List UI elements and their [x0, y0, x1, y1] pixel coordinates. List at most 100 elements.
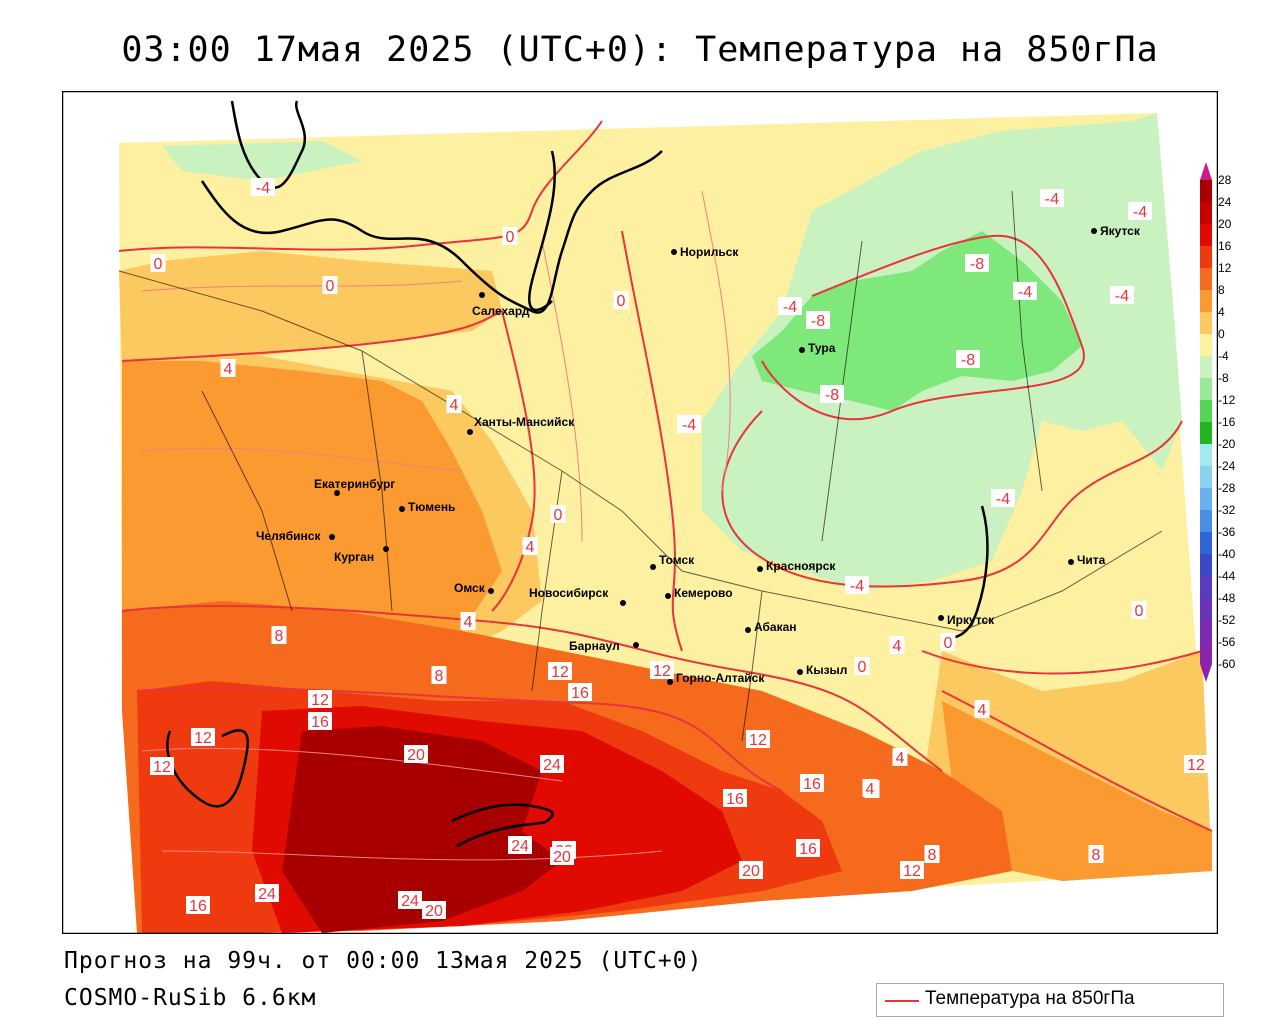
colorbar-tick-label: -56	[1218, 635, 1236, 649]
map-frame	[62, 91, 1218, 934]
svg-text:12: 12	[194, 730, 212, 747]
city-label: Тура	[808, 341, 836, 355]
city-label: Иркутск	[947, 613, 995, 627]
colorbar-swatch	[1200, 246, 1212, 268]
city-yakutsk: Якутск	[1091, 224, 1141, 238]
colorbar-swatch	[1200, 620, 1212, 642]
dot-marker	[667, 679, 673, 685]
city-label: Курган	[334, 550, 374, 564]
coastlines	[166, 100, 989, 848]
city-label: Томск	[659, 553, 695, 567]
zone-plus8	[122, 361, 502, 641]
colorbar-tick-label: 16	[1218, 239, 1232, 253]
contour-label: 24	[398, 891, 422, 910]
city-label: Салехард	[472, 304, 530, 318]
colorbar-swatch	[1200, 312, 1212, 334]
svg-text:12: 12	[311, 692, 329, 709]
colorbar-tick-label: 20	[1218, 217, 1232, 231]
svg-text:8: 8	[435, 668, 444, 685]
colorbar-swatch	[1200, 598, 1212, 620]
svg-text:16: 16	[799, 841, 817, 858]
contour-label: -4	[778, 297, 802, 316]
city-label: Омск	[454, 581, 486, 595]
city-barnaul: Барнаул	[569, 639, 639, 653]
city-label: Якутск	[1100, 224, 1141, 238]
colorbar-tick-label: -28	[1218, 481, 1236, 495]
city-khanty: Ханты-Мансийск	[467, 415, 575, 435]
svg-text:8: 8	[275, 628, 284, 645]
colorbar-swatch	[1200, 224, 1212, 246]
svg-text:4: 4	[978, 702, 987, 719]
colorbar-bottom-arrow	[1200, 664, 1212, 682]
zone-plus4	[119, 251, 502, 371]
svg-text:-8: -8	[811, 313, 825, 330]
zone-plus8-east	[942, 701, 1212, 881]
svg-text:0: 0	[154, 256, 163, 273]
city-omsk: Омск	[454, 581, 494, 595]
svg-text:-4: -4	[682, 417, 696, 434]
colorbar-swatch	[1200, 576, 1212, 598]
city-chelyabinsk: Челябинск	[256, 529, 335, 543]
city-markers: Норильск Якутск Салехард Тура Ханты-Манс…	[256, 224, 1141, 685]
city-label: Кызыл	[806, 663, 847, 677]
svg-text:4: 4	[450, 397, 459, 414]
svg-text:12: 12	[749, 732, 767, 749]
contour-label: 4	[460, 612, 476, 631]
contour-label: -4	[1128, 202, 1152, 221]
svg-text:16: 16	[571, 685, 589, 702]
colorbar-tick-label: -12	[1218, 393, 1236, 407]
city-label: Горно-Алтайск	[676, 671, 765, 685]
svg-text:4: 4	[464, 614, 473, 631]
contour-label: 24	[508, 836, 532, 855]
city-tura: Тура	[799, 341, 836, 355]
svg-text:20: 20	[425, 903, 443, 920]
dot-marker	[671, 249, 677, 255]
colorbar-swatch	[1200, 202, 1212, 224]
city-label: Барнаул	[569, 639, 620, 653]
svg-text:20: 20	[742, 863, 760, 880]
colorbar-swatch	[1200, 180, 1212, 202]
svg-text:20: 20	[553, 849, 571, 866]
contour-label: 12	[150, 757, 174, 776]
colorbar: 28 24 20 16 12 8 4 0 -4 -8 -12 -16 -20 -24 -28 -32 -36 -4…	[1200, 162, 1236, 682]
forecast-info: Прогноз на 99ч. от 00:00 13мая 2025 (UTC…	[64, 948, 703, 974]
colorbar-swatch	[1200, 378, 1212, 400]
colorbar-tick-label: -24	[1218, 459, 1236, 473]
dot-marker	[488, 588, 494, 594]
contour-label: -4	[677, 415, 701, 434]
contour-lines	[118, 120, 1213, 832]
contour-label: 16	[800, 774, 824, 793]
contour-label: 4	[862, 779, 878, 798]
svg-text:-4: -4	[783, 299, 797, 316]
svg-text:4: 4	[224, 361, 233, 378]
city-gorno: Горно-Алтайск	[667, 671, 765, 685]
colorbar-tick-label: 0	[1218, 327, 1225, 341]
svg-text:0: 0	[617, 293, 626, 310]
contour-label: 4	[892, 748, 908, 767]
contour-label: 0	[550, 505, 566, 524]
colorbar-tick-label: 4	[1218, 305, 1225, 319]
contour-label: 20	[422, 901, 446, 920]
map-title: 03:00 17мая 2025 (UTC+0): Температура на…	[121, 30, 1159, 70]
svg-text:-4: -4	[996, 491, 1010, 508]
contour-label: 4	[446, 395, 462, 414]
thin-contours	[141, 190, 731, 861]
svg-text:24: 24	[511, 838, 529, 855]
colorbar-tick-label: -48	[1218, 591, 1236, 605]
contour-label: -4	[1110, 286, 1134, 305]
colorbar-tick-label: -20	[1218, 437, 1236, 451]
city-label: Новосибирск	[529, 586, 609, 600]
dot-marker	[1068, 559, 1074, 565]
contour-label: 0	[854, 657, 870, 676]
svg-text:-4: -4	[1018, 284, 1032, 301]
colorbar-swatch	[1200, 642, 1212, 664]
contour-label: 16	[568, 683, 592, 702]
dot-marker	[797, 669, 803, 675]
contour-label: 4	[522, 537, 538, 556]
city-label: Тюмень	[408, 500, 455, 514]
svg-text:8: 8	[1092, 847, 1101, 864]
legend-line-swatch	[885, 1000, 919, 1002]
city-abakan: Абакан	[745, 620, 797, 634]
dot-marker	[383, 546, 389, 552]
svg-text:0: 0	[554, 507, 563, 524]
